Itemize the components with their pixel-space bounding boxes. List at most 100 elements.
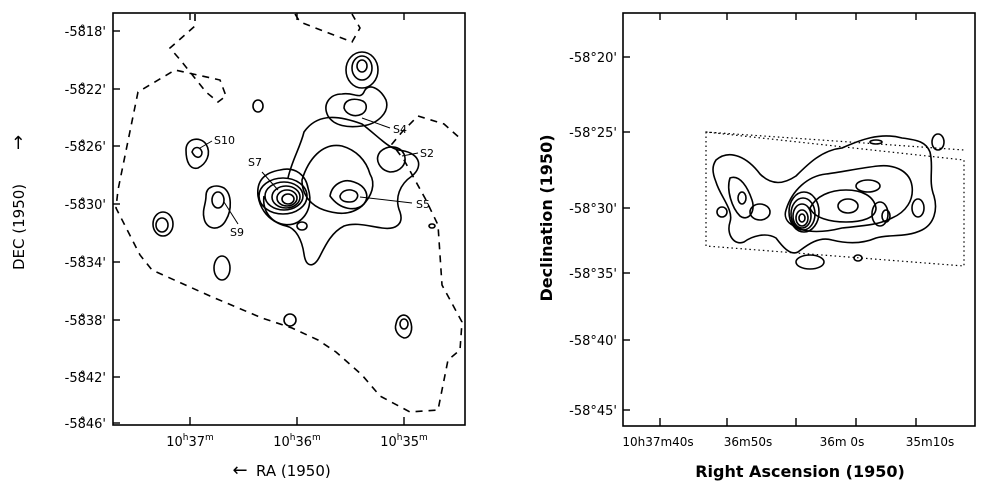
right-contour <box>855 179 881 193</box>
left-contour <box>211 191 225 209</box>
right-contour <box>869 139 883 145</box>
left-contour <box>345 51 379 89</box>
right-coverage-boundary-top <box>705 131 965 151</box>
right-ytick-label: -58°45' <box>569 404 617 419</box>
left-contour <box>271 185 301 209</box>
left-contour <box>152 211 174 237</box>
left-contour <box>329 180 368 210</box>
left-xtick-label: 10h35m <box>380 433 428 450</box>
right-contour <box>853 254 863 262</box>
left-xlabel-text: RA (1950) <box>256 462 331 480</box>
right-y-ticks <box>623 56 630 411</box>
left-contour <box>343 98 368 117</box>
right-plot-frame <box>622 12 976 427</box>
left-xtick-label: 10h36m <box>273 433 321 450</box>
right-coverage-boundary <box>705 131 965 267</box>
source-label-s9: S9 <box>230 226 244 239</box>
left-ytick-label: -58̊22' <box>65 82 106 98</box>
left-panel: -58̊18' -58̊22' -58̊26' -58̊30' -58̊34' … <box>8 12 466 481</box>
right-contour <box>788 191 820 233</box>
left-contour <box>264 181 304 211</box>
source-leader <box>261 171 279 191</box>
left-contour <box>394 314 413 339</box>
right-contour <box>871 201 889 227</box>
left-contour <box>191 146 203 159</box>
left-x-tick-labels: 10h37m 10h36m 10h35m <box>166 433 428 450</box>
left-y-ticks <box>113 30 120 424</box>
left-y-tick-labels: -58̊18' -58̊22' -58̊26' -58̊30' -58̊34' … <box>65 24 106 432</box>
right-xtick-label: 36m50s <box>724 435 772 449</box>
left-contour <box>301 144 374 215</box>
left-contour <box>155 217 169 233</box>
right-ylabel: Declination (1950) <box>537 134 556 301</box>
left-ytick-label: -58̊18' <box>65 24 106 40</box>
source-leader <box>359 196 413 204</box>
right-contour <box>795 254 825 270</box>
source-leader <box>361 117 391 129</box>
right-contour <box>737 191 747 205</box>
right-ytick-label: -58°35' <box>569 267 617 282</box>
left-contour <box>376 146 406 173</box>
left-contour <box>351 55 373 81</box>
source-leader <box>223 201 239 225</box>
right-ytick-label: -58°40' <box>569 334 617 349</box>
source-label-s4: S4 <box>393 123 407 136</box>
right-xlabel: Right Ascension (1950) <box>695 462 905 481</box>
left-x-ticks <box>189 13 405 425</box>
right-contour <box>795 209 809 227</box>
right-contour <box>798 213 806 223</box>
left-contour <box>283 313 297 327</box>
right-contour <box>911 198 925 218</box>
right-ytick-label: -58°25' <box>569 126 617 141</box>
left-xlabel-arrow: ← <box>232 460 247 481</box>
left-ytick-label: -58̊42' <box>65 370 106 386</box>
left-contour <box>281 193 295 205</box>
left-survey-boundary <box>115 14 463 413</box>
left-contour <box>339 189 359 203</box>
left-ylabel-text: DEC (1950) <box>10 184 28 270</box>
right-contour <box>837 198 859 214</box>
left-ytick-label: -58̊30' <box>65 197 106 213</box>
right-contour <box>716 206 728 218</box>
source-leader <box>199 140 213 149</box>
source-label-s7: S7 <box>248 156 262 169</box>
right-contour <box>809 189 877 223</box>
left-contour <box>428 223 436 229</box>
left-source-labels: S10 S7 S4 S2 S5 S9 <box>199 117 434 239</box>
right-xtick-label: 35m10s <box>906 435 954 449</box>
right-contour <box>931 133 945 151</box>
right-contours <box>712 133 945 270</box>
source-leader <box>401 152 419 157</box>
left-contour <box>356 59 368 73</box>
left-survey-boundary-top <box>294 13 361 43</box>
left-contour <box>325 86 388 128</box>
left-ytick-label: -58̊34' <box>65 255 106 271</box>
left-y-axis-label: DEC (1950) → <box>8 135 29 270</box>
right-contour <box>792 203 812 229</box>
right-contour <box>712 135 937 254</box>
left-ytick-label: -58̊46' <box>65 416 106 432</box>
left-contour <box>252 99 264 113</box>
left-contour <box>262 116 420 266</box>
left-contours <box>152 51 436 339</box>
right-y-tick-labels: -58°20' -58°25' -58°30' -58°35' -58°40' … <box>569 51 617 419</box>
right-ytick-label: -58°30' <box>569 202 617 217</box>
right-xtick-label: 10h37m40s <box>622 435 693 449</box>
right-contour <box>790 197 816 231</box>
left-xtick-label: 10h37m <box>166 433 214 450</box>
source-label-s2: S2 <box>420 147 434 160</box>
right-contour <box>881 209 891 223</box>
left-plot-frame <box>112 12 466 426</box>
right-panel: -58°20' -58°25' -58°30' -58°35' -58°40' … <box>537 12 976 481</box>
left-ylabel-arrow: → <box>8 135 29 150</box>
source-label-s10: S10 <box>214 134 235 147</box>
left-ytick-label: -58̊38' <box>65 313 106 329</box>
left-x-axis-label: ← RA (1950) <box>232 460 330 481</box>
right-x-tick-labels: 10h37m40s 36m50s 36m 0s 35m10s <box>622 435 954 449</box>
left-contour <box>399 318 409 330</box>
right-contour <box>749 203 771 221</box>
left-contour <box>213 255 231 281</box>
left-ytick-label: -58̊26' <box>65 139 106 155</box>
left-contour <box>276 189 298 207</box>
